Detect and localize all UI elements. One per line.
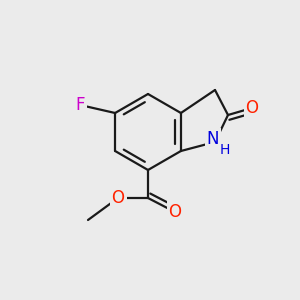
Text: O: O: [169, 203, 182, 221]
Text: N: N: [207, 130, 219, 148]
Text: O: O: [112, 189, 124, 207]
Text: F: F: [75, 96, 85, 114]
Text: O: O: [245, 99, 259, 117]
Text: H: H: [220, 143, 230, 157]
